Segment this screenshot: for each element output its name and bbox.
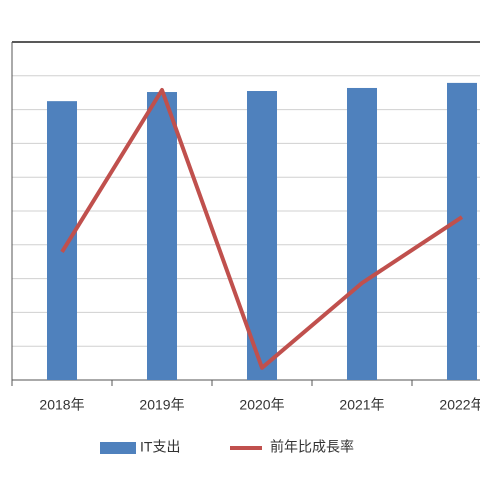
- x-tick-label: 2018年: [39, 397, 84, 413]
- bar: [147, 92, 177, 381]
- bar: [247, 91, 277, 380]
- legend-label: IT支出: [140, 439, 180, 455]
- x-tick-label: 2022年: [439, 397, 480, 413]
- line: [60, 87, 464, 370]
- bar: [447, 82, 477, 380]
- bar: [47, 101, 77, 381]
- x-tick-label: 2021年: [339, 397, 384, 413]
- bar: [347, 87, 377, 380]
- x-tick-label: 2019年: [139, 397, 184, 413]
- legend-label: 前年比成長率: [270, 439, 354, 455]
- legend-swatch: [100, 442, 136, 454]
- x-tick-label: 2020年: [239, 397, 284, 413]
